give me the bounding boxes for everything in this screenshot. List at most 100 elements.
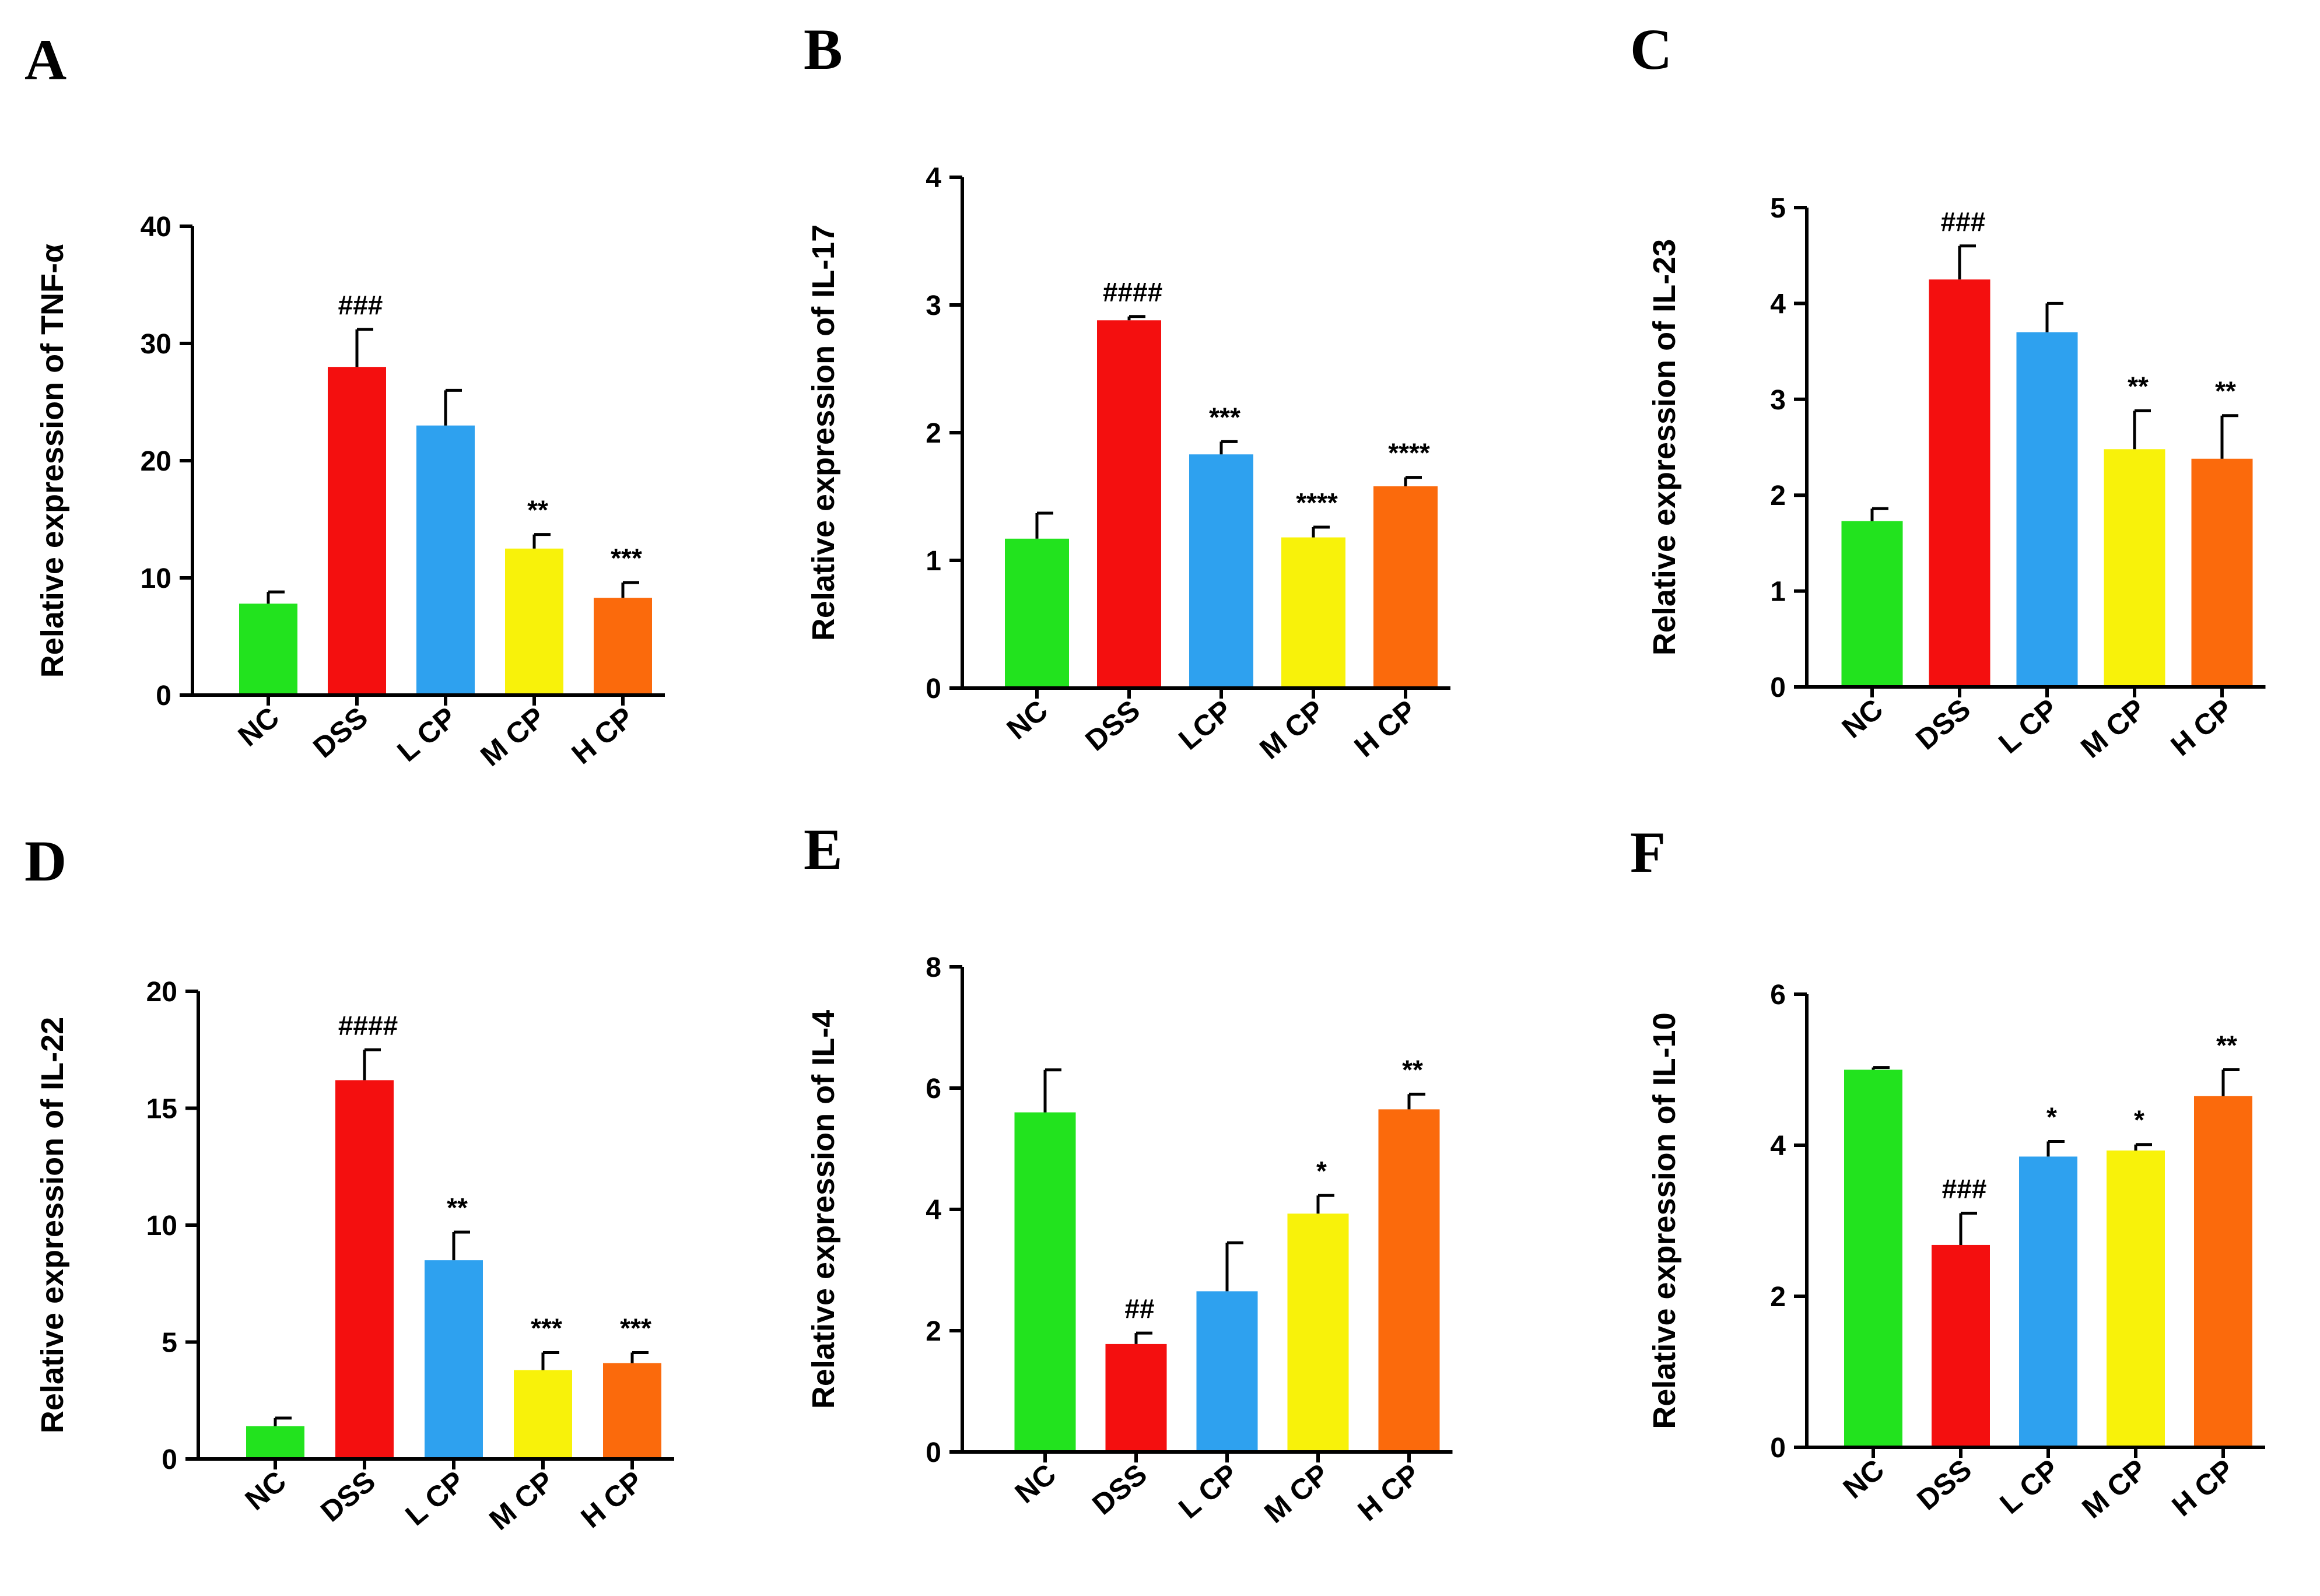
significance-d-dss: #### (338, 1010, 398, 1040)
significance-d-lcp: ** (447, 1192, 468, 1223)
category-label-f-nc: NC (1837, 1453, 1890, 1505)
category-label-e-mcp: M CP (1258, 1458, 1335, 1530)
bar-b-dss (1097, 320, 1161, 688)
bar-b-lcp (1189, 454, 1253, 688)
bar-b-hcp (1373, 486, 1438, 688)
y-axis-label-c: Relative expression of IL-23 (1647, 239, 1682, 655)
y-tick-label-d-2: 10 (146, 1211, 177, 1241)
significance-c-hcp: ** (2215, 376, 2236, 406)
error-bar-f-mcp (2134, 1143, 2152, 1151)
error-bar-b-nc (1035, 511, 1053, 539)
error-bar-d-hcp (630, 1351, 649, 1363)
bar-f-lcp (2019, 1156, 2077, 1447)
category-label-b-lcp: LCP (1172, 694, 1238, 756)
y-axis-label-a: Relative expression of TNF-α (35, 244, 70, 678)
category-label-b-mcp: M CP (1253, 694, 1330, 766)
error-bar-b-dss (1127, 315, 1145, 321)
category-label-e-nc: NC (1009, 1458, 1062, 1510)
error-bar-c-mcp (2133, 409, 2151, 450)
panel-letter-e: E (804, 817, 843, 882)
category-label-f-hcp: H CP (2166, 1453, 2241, 1523)
category-label-d-mcp: M CP (483, 1465, 560, 1537)
bar-b-mcp (1281, 537, 1345, 688)
error-bar-d-dss (363, 1048, 381, 1081)
significance-a-dss: ### (338, 290, 383, 320)
significance-e-hcp: ** (1402, 1054, 1423, 1085)
category-label-a-lcp: L CP (391, 701, 463, 769)
bar-b-nc (1005, 538, 1069, 688)
significance-a-hcp: *** (611, 543, 642, 573)
significance-f-lcp: * (2046, 1102, 2057, 1132)
category-label-a-hcp: H CP (566, 701, 640, 771)
category-label-b-hcp: H CP (1348, 694, 1423, 764)
bar-a-hcp (594, 598, 652, 695)
bar-a-lcp (416, 425, 475, 695)
error-bar-d-lcp (452, 1230, 470, 1261)
error-bar-e-dss (1134, 1331, 1152, 1344)
y-tick-label-f-3: 6 (1770, 980, 1786, 1011)
category-label-b-nc: NC (1001, 694, 1054, 746)
significance-a-mcp: ** (527, 495, 548, 525)
error-bar-f-nc (1872, 1066, 1890, 1070)
bar-c-hcp (2191, 458, 2253, 687)
significance-b-dss: #### (1103, 277, 1162, 307)
y-axis-label-d: Relative expression of IL-22 (35, 1017, 70, 1433)
significance-c-mcp: ** (2128, 371, 2149, 402)
y-tick-label-c-0: 0 (1770, 672, 1786, 703)
error-bar-d-nc (274, 1416, 292, 1426)
category-label-e-lcp: L CP (1173, 1458, 1245, 1525)
panel-letter-d: D (24, 829, 66, 893)
error-bar-c-hcp (2220, 414, 2238, 459)
y-tick-label-c-1: 1 (1770, 577, 1786, 608)
y-tick-label-e-3: 6 (926, 1074, 941, 1104)
error-bar-a-hcp (621, 581, 639, 598)
bar-c-mcp (2104, 449, 2165, 687)
y-tick-label-e-0: 0 (926, 1437, 941, 1468)
panel-letter-f: F (1630, 820, 1666, 885)
bar-a-mcp (505, 548, 563, 695)
y-tick-label-a-4: 40 (141, 212, 171, 243)
bar-a-dss (328, 367, 386, 695)
category-label-b-dss: DSS (1079, 694, 1146, 757)
y-tick-label-b-0: 0 (926, 674, 941, 704)
y-tick-label-c-2: 2 (1770, 480, 1786, 511)
bar-d-lcp (425, 1260, 483, 1459)
y-tick-label-d-3: 15 (146, 1094, 177, 1125)
category-label-d-hcp: H CP (575, 1465, 650, 1535)
panel-a: A Relative expression of TNF-α NC ### DSS L C… (24, 27, 665, 773)
category-label-a-dss: DSS (307, 701, 374, 764)
category-label-d-nc: NC (239, 1465, 292, 1517)
category-label-c-nc: NC (1836, 693, 1889, 745)
y-tick-label-a-0: 0 (156, 681, 171, 711)
category-label-e-hcp: H CP (1352, 1458, 1427, 1528)
panel-e: E Relative expression of IL-4 NC ## DSS L CP *… (804, 817, 1453, 1530)
bar-d-nc (246, 1426, 304, 1459)
bar-a-nc (239, 604, 297, 695)
significance-b-mcp: **** (1296, 487, 1338, 518)
y-tick-label-c-5: 5 (1770, 193, 1786, 224)
bar-f-dss (1932, 1244, 1990, 1447)
y-axis-label-b: Relative expression of IL-17 (806, 225, 841, 641)
bar-d-hcp (603, 1363, 661, 1459)
bar-e-mcp (1287, 1213, 1349, 1452)
bar-e-lcp (1196, 1291, 1258, 1452)
y-tick-label-b-1: 1 (926, 546, 941, 577)
error-bar-a-nc (267, 590, 285, 604)
error-bar-f-dss (1959, 1212, 1977, 1245)
bar-e-hcp (1378, 1109, 1440, 1452)
bar-c-dss (1929, 279, 1990, 687)
y-axis-label-e: Relative expression of IL-4 (806, 1010, 841, 1409)
y-tick-label-b-2: 2 (926, 418, 941, 449)
error-bar-a-lcp (444, 388, 462, 426)
y-tick-label-c-4: 4 (1770, 289, 1786, 320)
y-tick-label-f-1: 2 (1770, 1282, 1786, 1313)
error-bar-b-lcp (1219, 440, 1238, 455)
y-tick-label-b-4: 4 (926, 163, 941, 194)
significance-b-hcp: **** (1388, 438, 1430, 468)
y-tick-label-a-2: 20 (141, 446, 171, 477)
bar-d-dss (335, 1080, 394, 1459)
category-label-c-hcp: H CP (2165, 693, 2240, 763)
panel-letter-a: A (24, 27, 66, 92)
error-bar-d-mcp (541, 1351, 559, 1370)
